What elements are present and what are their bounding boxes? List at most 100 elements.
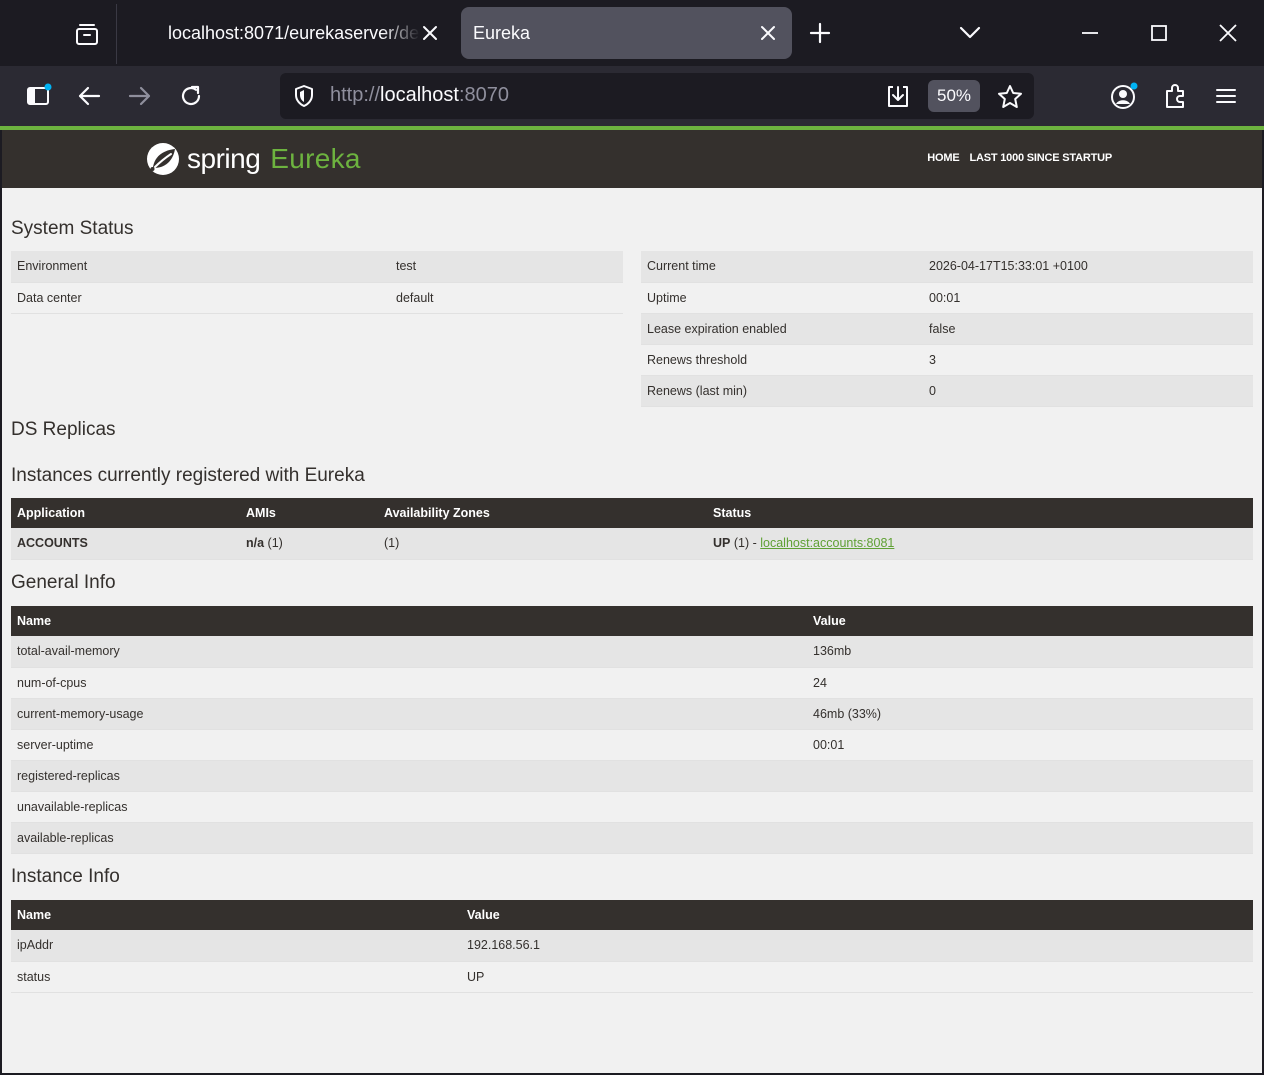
table-row: Environment test (11, 251, 623, 283)
amis-count: (1) (264, 536, 283, 551)
table-row: registered-replicas (11, 760, 1253, 792)
status-label: Current time (641, 251, 923, 283)
status-label: Renews (last min) (641, 375, 923, 407)
eureka-dashboard: spring Eureka HOME LAST 1000 SINCE START… (2, 130, 1262, 1073)
status-value: 0 (923, 375, 1253, 407)
new-tab-icon[interactable] (806, 19, 834, 47)
minimize-icon[interactable] (1077, 20, 1103, 46)
column-header: Value (807, 606, 1253, 636)
column-header: Name (11, 900, 461, 930)
table-row: Uptime 00:01 (641, 282, 1253, 314)
status-count: (1) - (730, 536, 761, 551)
nav-home-link[interactable]: HOME (927, 152, 960, 164)
chevron-down-icon[interactable] (956, 20, 984, 46)
extensions-icon[interactable] (1160, 80, 1192, 112)
system-status-title: System Status (11, 218, 134, 239)
status-label: Lease expiration enabled (641, 313, 923, 345)
sidebar-icon[interactable] (22, 80, 54, 112)
maximize-icon[interactable] (1146, 20, 1172, 46)
table-row: current-memory-usage 46mb (33%) (11, 698, 1253, 730)
info-value: UP (461, 961, 1253, 993)
bookmark-star-icon[interactable] (996, 83, 1024, 111)
amis-cell: n/a (1) (240, 528, 378, 560)
info-name: current-memory-usage (11, 698, 807, 730)
table-row: ipAddr 192.168.56.1 (11, 930, 1253, 962)
logo-product-name: Eureka (270, 143, 361, 174)
status-value: default (390, 282, 623, 314)
info-value (807, 822, 1253, 854)
column-header: AMIs (240, 498, 378, 528)
instances-title: Instances currently registered with Eure… (11, 465, 365, 486)
zones-cell: (1) (378, 528, 707, 560)
table-row: available-replicas (11, 822, 1253, 854)
reload-icon[interactable] (175, 80, 207, 112)
table-row: Lease expiration enabled false (641, 313, 1253, 345)
info-value (807, 760, 1253, 792)
table-row: total-avail-memory 136mb (11, 636, 1253, 668)
info-name: num-of-cpus (11, 667, 807, 699)
instance-link[interactable]: localhost:accounts:8081 (760, 536, 895, 551)
status-cell: UP (1) - localhost:accounts:8081 (707, 528, 1253, 560)
instances-table: Application AMIs Availability Zones Stat… (11, 498, 1253, 560)
info-name: ipAddr (11, 930, 461, 962)
status-label: Data center (11, 282, 390, 314)
status-value: 3 (923, 344, 1253, 376)
status-value: false (923, 313, 1253, 345)
tab-history-icon[interactable] (62, 12, 112, 56)
ds-replicas-title: DS Replicas (11, 419, 116, 440)
url-text[interactable]: http://localhost:8070 (330, 84, 509, 107)
download-icon[interactable] (884, 83, 912, 111)
address-bar[interactable]: http://localhost:8070 50% (280, 73, 1034, 119)
tab-eurekaserver[interactable]: localhost:8071/eurekaserver/default (150, 7, 450, 59)
column-header: Availability Zones (378, 498, 707, 528)
system-status-left-table: Environment test Data center default (11, 251, 623, 314)
tab-eureka[interactable]: Eureka (461, 7, 792, 59)
info-value: 00:01 (807, 729, 1253, 761)
table-row: ACCOUNTS n/a (1) (1) UP (1) - localhost:… (11, 528, 1253, 560)
zoom-indicator[interactable]: 50% (928, 80, 980, 112)
url-protocol: http:// (330, 84, 381, 106)
page-header: spring Eureka HOME LAST 1000 SINCE START… (2, 130, 1262, 188)
status-value: 00:01 (923, 282, 1253, 314)
menu-icon[interactable] (1210, 80, 1242, 112)
nav-last-1000-link[interactable]: LAST 1000 SINCE STARTUP (969, 152, 1112, 164)
column-header: Value (461, 900, 1253, 930)
column-header: Status (707, 498, 1253, 528)
status-value: test (390, 251, 623, 283)
tab-divider (116, 4, 117, 64)
forward-arrow-icon[interactable] (124, 80, 156, 112)
info-value: 46mb (33%) (807, 698, 1253, 730)
table-row: server-uptime 00:01 (11, 729, 1253, 761)
window-close-icon[interactable] (1215, 20, 1241, 46)
info-value: 136mb (807, 636, 1253, 668)
status-up: UP (713, 536, 731, 551)
back-arrow-icon[interactable] (73, 80, 105, 112)
info-name: total-avail-memory (11, 636, 807, 668)
account-icon[interactable] (1108, 80, 1140, 112)
tab-title: localhost:8071/eurekaserver/default (168, 22, 420, 43)
status-value: 2026-04-17T15:33:01 +0100 (923, 251, 1253, 283)
close-icon[interactable] (758, 23, 778, 43)
system-status-right-table: Current time 2026-04-17T15:33:01 +0100 Up… (641, 251, 1253, 407)
info-name: server-uptime (11, 729, 807, 761)
table-header-row: Name Value (11, 606, 1253, 636)
info-value (807, 791, 1253, 823)
status-label: Environment (11, 251, 390, 283)
spring-logo[interactable]: spring Eureka (145, 140, 361, 178)
page-load-accent-line (0, 126, 1264, 130)
table-row: Data center default (11, 282, 623, 314)
table-header-row: Application AMIs Availability Zones Stat… (11, 498, 1253, 528)
spring-leaf-icon (147, 143, 179, 175)
instance-info-table: Name Value ipAddr 192.168.56.1 status UP (11, 900, 1253, 993)
tracking-shield-icon[interactable] (292, 84, 316, 108)
info-name: unavailable-replicas (11, 791, 807, 823)
general-info-title: General Info (11, 572, 116, 593)
application-name: ACCOUNTS (11, 528, 240, 560)
column-header: Application (11, 498, 240, 528)
column-header: Name (11, 606, 807, 636)
table-header-row: Name Value (11, 900, 1253, 930)
info-name: available-replicas (11, 822, 807, 854)
table-row: status UP (11, 961, 1253, 993)
status-label: Uptime (641, 282, 923, 314)
close-icon[interactable] (420, 23, 440, 43)
